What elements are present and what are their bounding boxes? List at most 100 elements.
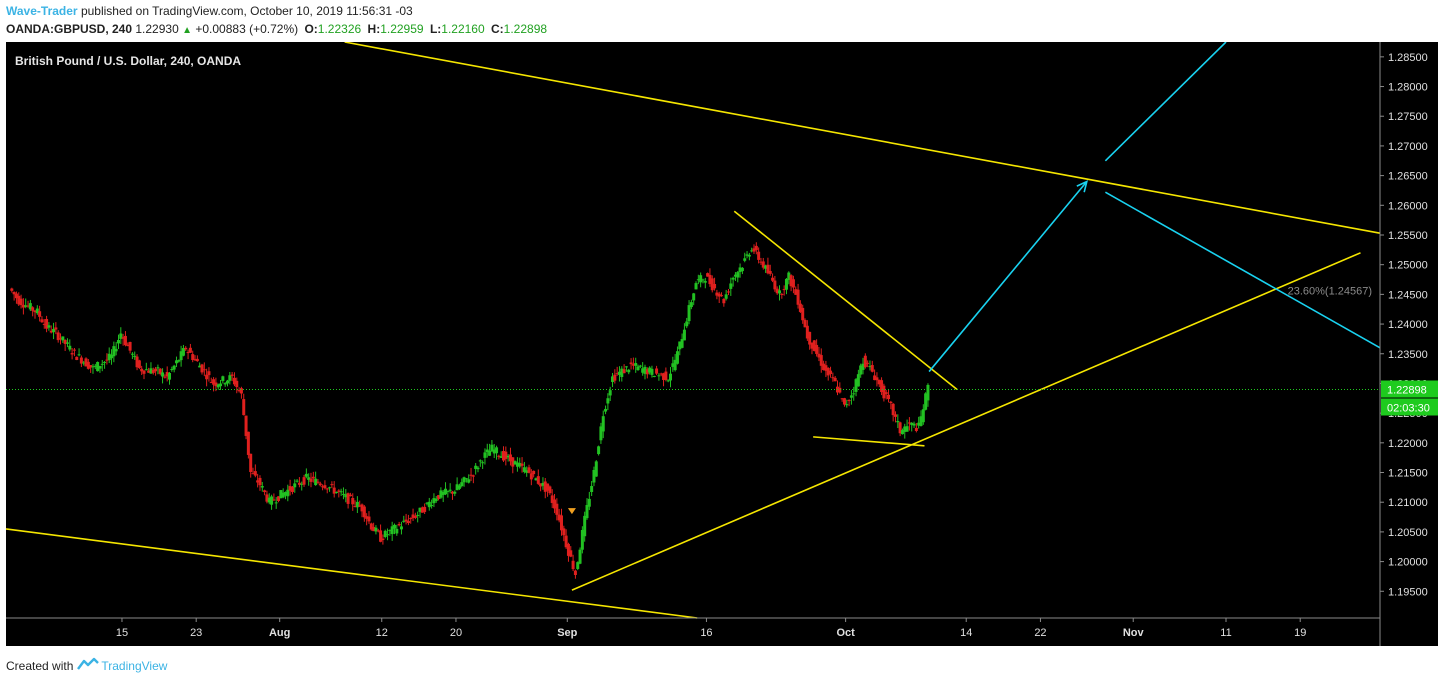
candle-body <box>889 401 893 404</box>
candle-body <box>267 497 271 503</box>
candle-body <box>866 362 870 364</box>
candle-body <box>358 505 362 507</box>
candle-body <box>926 384 930 401</box>
candle-body <box>747 254 751 257</box>
author-link[interactable]: Wave-Trader <box>6 4 78 18</box>
candle-body <box>548 486 552 494</box>
price-tick-label: 1.24500 <box>1388 289 1428 301</box>
candle-body <box>592 469 596 483</box>
time-axis[interactable]: 15 23 Aug 12 20 Sep 16 Oct 14 22 Nov 11 19 <box>116 618 1306 639</box>
price-chart[interactable]: British Pound / U.S. Dollar, 240, OANDA … <box>6 42 1438 646</box>
candle-body <box>121 337 125 339</box>
candle-body <box>432 498 436 504</box>
candle-body <box>346 493 350 504</box>
candle-body <box>805 325 809 339</box>
candle-body <box>849 395 853 398</box>
candle-body <box>659 373 663 375</box>
price-axis[interactable]: 1.28500 1.28000 1.27500 1.27000 1.26500 1.260… <box>1380 52 1428 598</box>
candle-body <box>286 489 290 497</box>
candle-body <box>63 339 67 344</box>
candle-body <box>884 392 888 395</box>
candle-body <box>817 353 821 358</box>
price-tick-label: 1.24000 <box>1388 319 1428 331</box>
candle-body <box>302 477 306 485</box>
candle-body <box>290 486 294 492</box>
time-tick-label: 19 <box>1294 627 1306 639</box>
candle-body <box>569 550 573 557</box>
created-with-text: Created with <box>6 658 74 673</box>
candle-body <box>434 498 438 502</box>
candle-body <box>161 372 165 377</box>
candle-body <box>246 431 250 455</box>
candle-body <box>103 361 107 363</box>
tradingview-brand[interactable]: TradingView <box>101 658 168 673</box>
candle-body <box>325 488 329 490</box>
candle-body <box>580 530 584 550</box>
candle-body <box>508 454 512 462</box>
candle-body <box>293 483 297 488</box>
candle-body <box>130 353 134 355</box>
candle-body <box>337 490 341 492</box>
candle-body <box>304 473 308 477</box>
candle-body <box>917 422 921 426</box>
candle-body <box>31 307 35 311</box>
candle-body <box>392 524 396 529</box>
candle-body <box>590 486 594 493</box>
candle-body <box>372 526 376 532</box>
candle-body <box>555 503 559 515</box>
time-tick-label: 11 <box>1220 627 1231 639</box>
candle-body <box>418 507 422 512</box>
time-tick-label: 15 <box>116 627 128 639</box>
candle-body <box>348 494 352 497</box>
candle-body <box>365 516 369 519</box>
candle-body <box>474 465 478 469</box>
candle-body <box>156 367 160 369</box>
candle-body <box>638 365 642 367</box>
candle-body <box>810 342 814 349</box>
candle-body <box>539 483 543 487</box>
candle-body <box>506 455 510 458</box>
candle-body <box>527 467 531 473</box>
candle-body <box>381 538 385 541</box>
candle-body <box>214 382 218 387</box>
price-tick-label: 1.26500 <box>1388 171 1428 183</box>
price-tick-label: 1.23500 <box>1388 349 1428 361</box>
candle-body <box>281 492 285 498</box>
candle-body <box>360 504 364 512</box>
candle-body <box>764 265 768 269</box>
candle-body <box>144 369 148 371</box>
price-tick-label: 1.28000 <box>1388 82 1428 94</box>
time-tick-label: 20 <box>450 627 462 639</box>
candle-body <box>70 353 74 355</box>
candle-body <box>791 279 795 288</box>
candle-body <box>270 496 274 505</box>
candle-body <box>274 502 278 504</box>
price-tick-label: 1.28500 <box>1388 52 1428 64</box>
candle-body <box>789 275 793 287</box>
candle-body <box>682 329 686 341</box>
candle-body <box>228 375 232 381</box>
candle-body <box>490 444 494 452</box>
candle-body <box>219 383 223 387</box>
candle-body <box>546 483 550 491</box>
candle-body <box>576 562 580 569</box>
candle-body <box>128 341 132 351</box>
candle-body <box>123 335 127 346</box>
candle-body <box>724 294 728 299</box>
candle-body <box>775 288 779 294</box>
candle-body <box>771 277 775 281</box>
candle-body <box>277 496 281 501</box>
candle-body <box>61 336 65 341</box>
candle-body <box>601 416 605 432</box>
candle-body <box>84 358 88 367</box>
candle-body <box>26 305 30 307</box>
candle-body <box>420 507 424 513</box>
candle-body <box>666 380 670 382</box>
candle-body <box>559 515 563 531</box>
candle-body <box>624 366 628 368</box>
candle-body <box>912 423 916 426</box>
candle-body <box>483 452 487 458</box>
candle-body <box>680 339 684 348</box>
candle-body <box>826 368 830 376</box>
time-tick-label: 12 <box>376 627 388 639</box>
